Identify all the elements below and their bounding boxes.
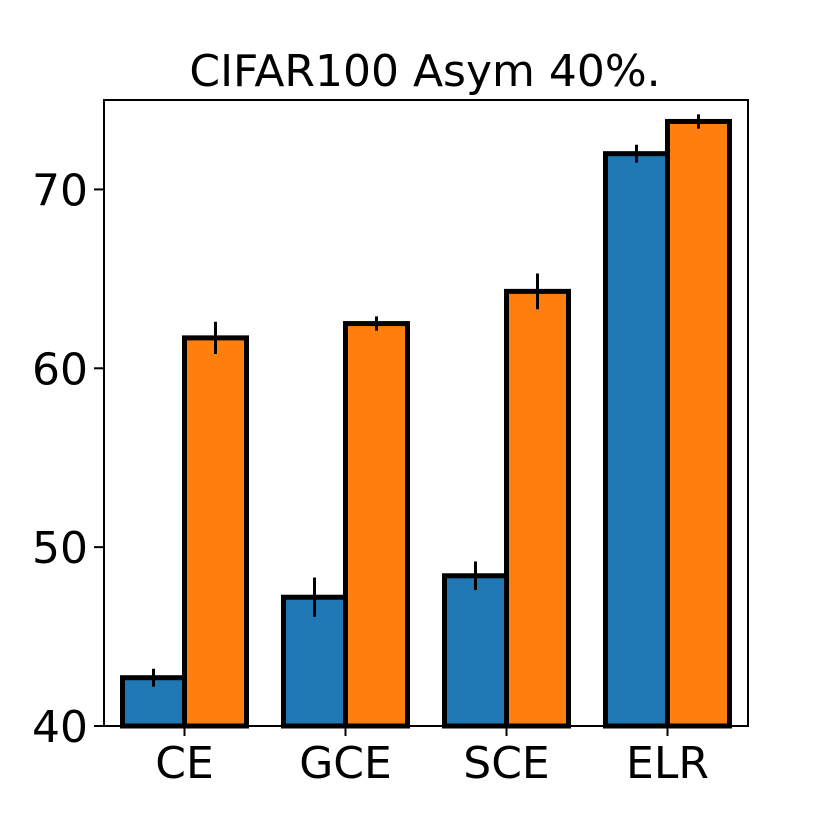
bar-elr-series1 (603, 151, 670, 729)
axes-frame (103, 99, 749, 727)
x-tick-label: GCE (299, 738, 392, 789)
y-tick-label: 70 (32, 165, 88, 216)
bar-sce-series2 (504, 288, 571, 729)
y-tick-label: 50 (32, 523, 88, 574)
bar-gce-series2 (343, 321, 410, 729)
y-tick-label: 40 (32, 702, 88, 753)
y-tick-label: 60 (32, 344, 88, 395)
axes-layer: 40 50 60 70 CE GCE SCE ELR (32, 99, 749, 789)
x-tick-label: ELR (626, 738, 709, 789)
bar-ce-series2 (182, 335, 249, 729)
chart-title: CIFAR100 Asym 40%. (189, 46, 660, 97)
bars-layer (120, 114, 732, 729)
bar-elr-series2 (665, 118, 732, 729)
x-tick-label: CE (155, 738, 214, 789)
bar-sce-series1 (442, 573, 509, 729)
x-tick-label: SCE (463, 738, 549, 789)
